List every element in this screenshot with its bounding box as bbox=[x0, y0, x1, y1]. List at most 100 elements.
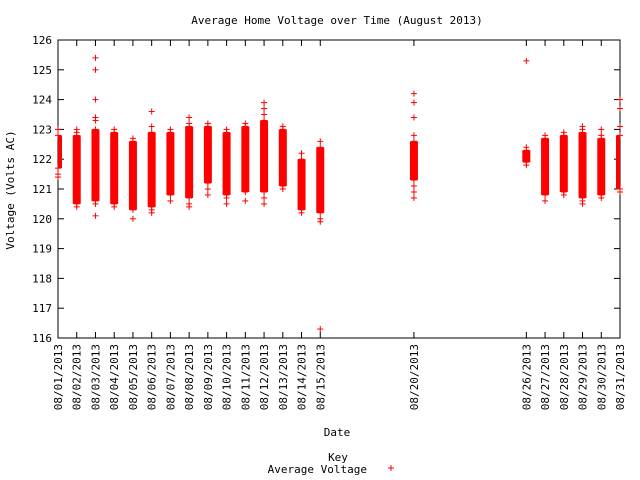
voltage-point bbox=[317, 215, 324, 222]
voltage-range-bar bbox=[260, 120, 269, 192]
x-tick-label: 08/26/2013 bbox=[520, 344, 533, 410]
voltage-range-bar bbox=[559, 135, 568, 192]
voltage-point bbox=[542, 197, 549, 204]
voltage-point bbox=[542, 132, 549, 139]
plot-frame bbox=[57, 39, 621, 339]
voltage-point bbox=[92, 212, 99, 219]
voltage-range-bar bbox=[203, 126, 212, 184]
voltage-range-bar bbox=[58, 135, 62, 169]
voltage-point bbox=[167, 191, 174, 198]
x-tick-label: 08/28/2013 bbox=[558, 344, 571, 410]
y-axis-ticks: 116 117 118 119 120 121 122 123 124 125 126 bbox=[32, 34, 620, 345]
voltage-point bbox=[598, 132, 605, 139]
voltage-point bbox=[111, 203, 118, 210]
voltage-point bbox=[410, 138, 417, 145]
voltage-point bbox=[92, 66, 99, 73]
voltage-point bbox=[279, 186, 286, 192]
voltage-range-bar bbox=[241, 126, 250, 192]
legend-marker bbox=[388, 465, 394, 471]
voltage-range-bar bbox=[72, 135, 81, 204]
voltage-range-bar bbox=[522, 150, 531, 163]
voltage-point bbox=[598, 194, 605, 201]
y-tick-label: 116 bbox=[32, 332, 52, 345]
voltage-point bbox=[617, 96, 623, 103]
x-tick-label: 08/29/2013 bbox=[577, 344, 590, 410]
voltage-point bbox=[617, 105, 623, 112]
x-tick-label: 08/04/2013 bbox=[108, 344, 121, 410]
voltage-point bbox=[410, 132, 417, 139]
voltage-point bbox=[410, 194, 417, 201]
voltage-point bbox=[410, 99, 417, 106]
voltage-point bbox=[129, 135, 136, 142]
voltage-point bbox=[55, 132, 61, 139]
x-tick-label: 08/02/2013 bbox=[71, 344, 84, 410]
voltage-point bbox=[148, 129, 155, 136]
x-tick-label: 08/30/2013 bbox=[595, 344, 608, 410]
voltage-point bbox=[579, 126, 586, 133]
voltage-point bbox=[261, 111, 268, 118]
voltage-range-bar bbox=[278, 129, 287, 187]
voltage-point bbox=[523, 57, 530, 64]
x-tick-label: 08/10/2013 bbox=[221, 344, 234, 410]
voltage-point bbox=[186, 200, 193, 207]
x-tick-label: 08/13/2013 bbox=[277, 344, 290, 410]
voltage-point bbox=[542, 191, 549, 198]
x-tick-label: 08/12/2013 bbox=[258, 344, 271, 410]
voltage-point bbox=[261, 200, 268, 207]
voltage-point bbox=[223, 126, 230, 133]
voltage-range-bar bbox=[110, 132, 119, 204]
x-axis-label: Date bbox=[324, 426, 351, 439]
voltage-point bbox=[223, 194, 230, 201]
voltage-point bbox=[148, 108, 155, 115]
x-tick-label: 08/14/2013 bbox=[296, 344, 309, 410]
voltage-point bbox=[261, 188, 268, 195]
voltage-point bbox=[92, 117, 99, 124]
voltage-point bbox=[410, 183, 417, 190]
legend-title: Key bbox=[328, 451, 348, 464]
y-tick-label: 124 bbox=[32, 94, 52, 107]
voltage-range-bar bbox=[166, 132, 175, 195]
voltage-point bbox=[223, 200, 230, 207]
voltage-point bbox=[73, 129, 80, 136]
y-tick-label: 122 bbox=[32, 153, 52, 166]
y-tick-label: 125 bbox=[32, 64, 52, 77]
voltage-point bbox=[261, 194, 268, 201]
voltage-range-bar bbox=[316, 147, 325, 213]
voltage-point bbox=[261, 105, 268, 112]
voltage-point bbox=[279, 123, 286, 130]
voltage-point bbox=[617, 123, 623, 130]
x-tick-label: 08/07/2013 bbox=[164, 344, 177, 410]
voltage-point bbox=[317, 209, 324, 216]
plot-area-frame bbox=[57, 39, 621, 339]
x-tick-label: 08/11/2013 bbox=[239, 344, 252, 410]
voltage-point bbox=[579, 197, 586, 204]
voltage-point bbox=[92, 96, 99, 103]
x-tick-label: 08/27/2013 bbox=[539, 344, 552, 410]
voltage-point bbox=[167, 197, 174, 204]
voltage-point bbox=[410, 90, 417, 97]
voltage-point bbox=[410, 114, 417, 121]
voltage-point bbox=[204, 180, 211, 187]
y-tick-label: 118 bbox=[32, 272, 52, 285]
voltage-point bbox=[617, 132, 623, 139]
voltage-point bbox=[167, 126, 174, 133]
x-tick-label: 08/15/2013 bbox=[314, 344, 327, 410]
y-tick-label: 123 bbox=[32, 123, 52, 136]
voltage-point bbox=[410, 188, 417, 195]
voltage-point bbox=[186, 194, 193, 201]
voltage-point bbox=[204, 120, 211, 127]
x-tick-label: 08/05/2013 bbox=[127, 344, 140, 410]
voltage-point bbox=[55, 165, 61, 172]
x-tick-label: 08/08/2013 bbox=[183, 344, 196, 410]
x-axis-ticks: 08/01/2013 08/02/2013 08/03/2013 08/04/2013… bbox=[52, 40, 627, 410]
voltage-range-bar bbox=[222, 132, 231, 195]
x-tick-label: 08/31/2013 bbox=[614, 344, 627, 410]
voltage-point bbox=[242, 188, 249, 195]
x-tick-label: 08/01/2013 bbox=[52, 344, 65, 410]
voltage-point bbox=[111, 126, 118, 133]
voltage-point bbox=[298, 156, 305, 163]
voltage-point bbox=[55, 171, 61, 178]
voltage-range-bar bbox=[147, 132, 156, 207]
voltage-point bbox=[129, 206, 136, 213]
